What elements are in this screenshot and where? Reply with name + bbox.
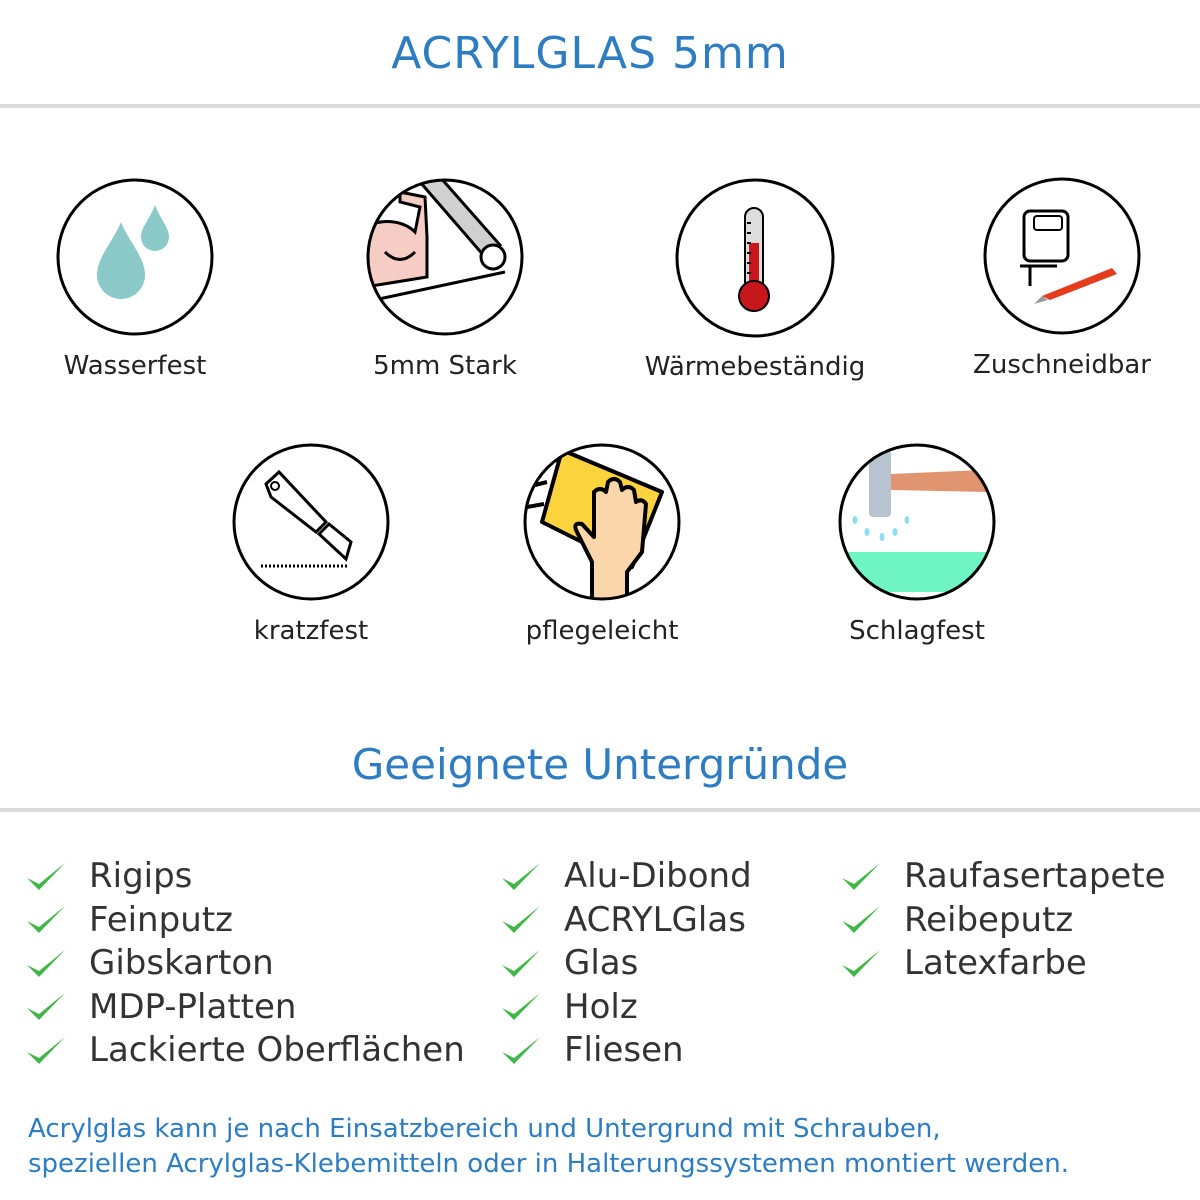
check-icon	[502, 993, 540, 1021]
list-item: Alu-Dibond	[500, 855, 752, 899]
list-item: Feinputz	[25, 899, 465, 943]
check-icon	[842, 862, 880, 890]
thermometer-icon	[675, 178, 835, 338]
check-icon	[502, 949, 540, 977]
divider	[0, 104, 1200, 108]
list-item: Raufasertapete	[840, 855, 1166, 899]
list-item: Lackierte Oberflächen	[25, 1029, 465, 1073]
list-item: Rigips	[25, 855, 465, 899]
list-item-label: ACRYLGlas	[564, 899, 746, 940]
feature-kratzfest: kratzfest	[161, 442, 461, 646]
feature-zuschneidbar: Zuschneidbar	[912, 176, 1200, 380]
cleaning-hand-icon	[523, 443, 681, 601]
check-icon	[27, 906, 65, 934]
list-item-label: Gibskarton	[89, 943, 274, 983]
jigsaw-knife-icon	[983, 177, 1141, 335]
list-item: Latexfarbe	[840, 942, 1166, 986]
mounting-note: Acrylglas kann je nach Einsatzbereich un…	[28, 1112, 1069, 1182]
list-item-label: Fliesen	[564, 1030, 684, 1070]
check-icon	[842, 949, 880, 977]
hammer-icon	[838, 443, 996, 601]
list-item: Reibeputz	[840, 899, 1166, 943]
divider	[0, 808, 1200, 812]
check-icon	[502, 906, 540, 934]
list-item-label: Lackierte Oberflächen	[89, 1030, 465, 1070]
list-item-label: Alu-Dibond	[564, 856, 752, 896]
list-item-label: Raufasertapete	[904, 856, 1166, 896]
feature-label: Wasserfest	[63, 351, 207, 381]
mounting-note-line-2: speziellen Acrylglas-Klebemitteln oder i…	[28, 1149, 1069, 1179]
list-item-label: Reibeputz	[904, 899, 1074, 940]
water-drops-icon	[56, 178, 214, 336]
surface-list-col-1: Rigips Feinputz Gibskarton MDP-Platten Lacki…	[25, 855, 465, 1073]
list-item-label: Latexfarbe	[904, 943, 1087, 983]
list-item: MDP-Platten	[25, 986, 465, 1030]
check-icon	[502, 1036, 540, 1064]
feature-label: Schlagfest	[849, 616, 985, 646]
feature-wasserfest: Wasserfest	[0, 177, 285, 381]
strong-arm-icon	[366, 178, 524, 336]
check-icon	[27, 949, 65, 977]
surface-list-col-2: Alu-Dibond ACRYLGlas Glas Holz Fliesen	[500, 855, 752, 1073]
feature-label: kratzfest	[253, 616, 369, 646]
list-item-label: Glas	[564, 943, 639, 983]
list-item: ACRYLGlas	[500, 899, 752, 943]
list-item: Holz	[500, 986, 752, 1030]
page-title: ACRYLGLAS 5mm	[391, 28, 789, 79]
check-icon	[27, 862, 65, 890]
list-item-label: Rigips	[89, 856, 193, 896]
cutter-knife-icon	[232, 443, 390, 601]
feature-label: Wärmebeständig	[644, 352, 866, 382]
surface-list-col-3: Raufasertapete Reibeputz Latexfarbe	[840, 855, 1166, 986]
feature-5mm-stark: 5mm Stark	[295, 177, 595, 381]
feature-label: Zuschneidbar	[973, 350, 1151, 380]
list-item-label: MDP-Platten	[89, 986, 297, 1027]
feature-schlagfest: Schlagfest	[767, 442, 1067, 646]
feature-label: pflegeleicht	[525, 616, 679, 646]
section-title: Geeignete Untergründe	[351, 740, 849, 789]
feature-pflegeleicht: pflegeleicht	[452, 442, 752, 646]
check-icon	[842, 906, 880, 934]
mounting-note-line-1: Acrylglas kann je nach Einsatzbereich un…	[28, 1114, 941, 1144]
list-item: Gibskarton	[25, 942, 465, 986]
list-item: Fliesen	[500, 1029, 752, 1073]
feature-label: 5mm Stark	[373, 351, 517, 381]
check-icon	[27, 1036, 65, 1064]
list-item-label: Holz	[564, 986, 638, 1027]
list-item-label: Feinputz	[89, 899, 233, 940]
list-item: Glas	[500, 942, 752, 986]
check-icon	[502, 862, 540, 890]
check-icon	[27, 993, 65, 1021]
feature-waermebestaendig: Wärmebeständig	[605, 178, 905, 382]
